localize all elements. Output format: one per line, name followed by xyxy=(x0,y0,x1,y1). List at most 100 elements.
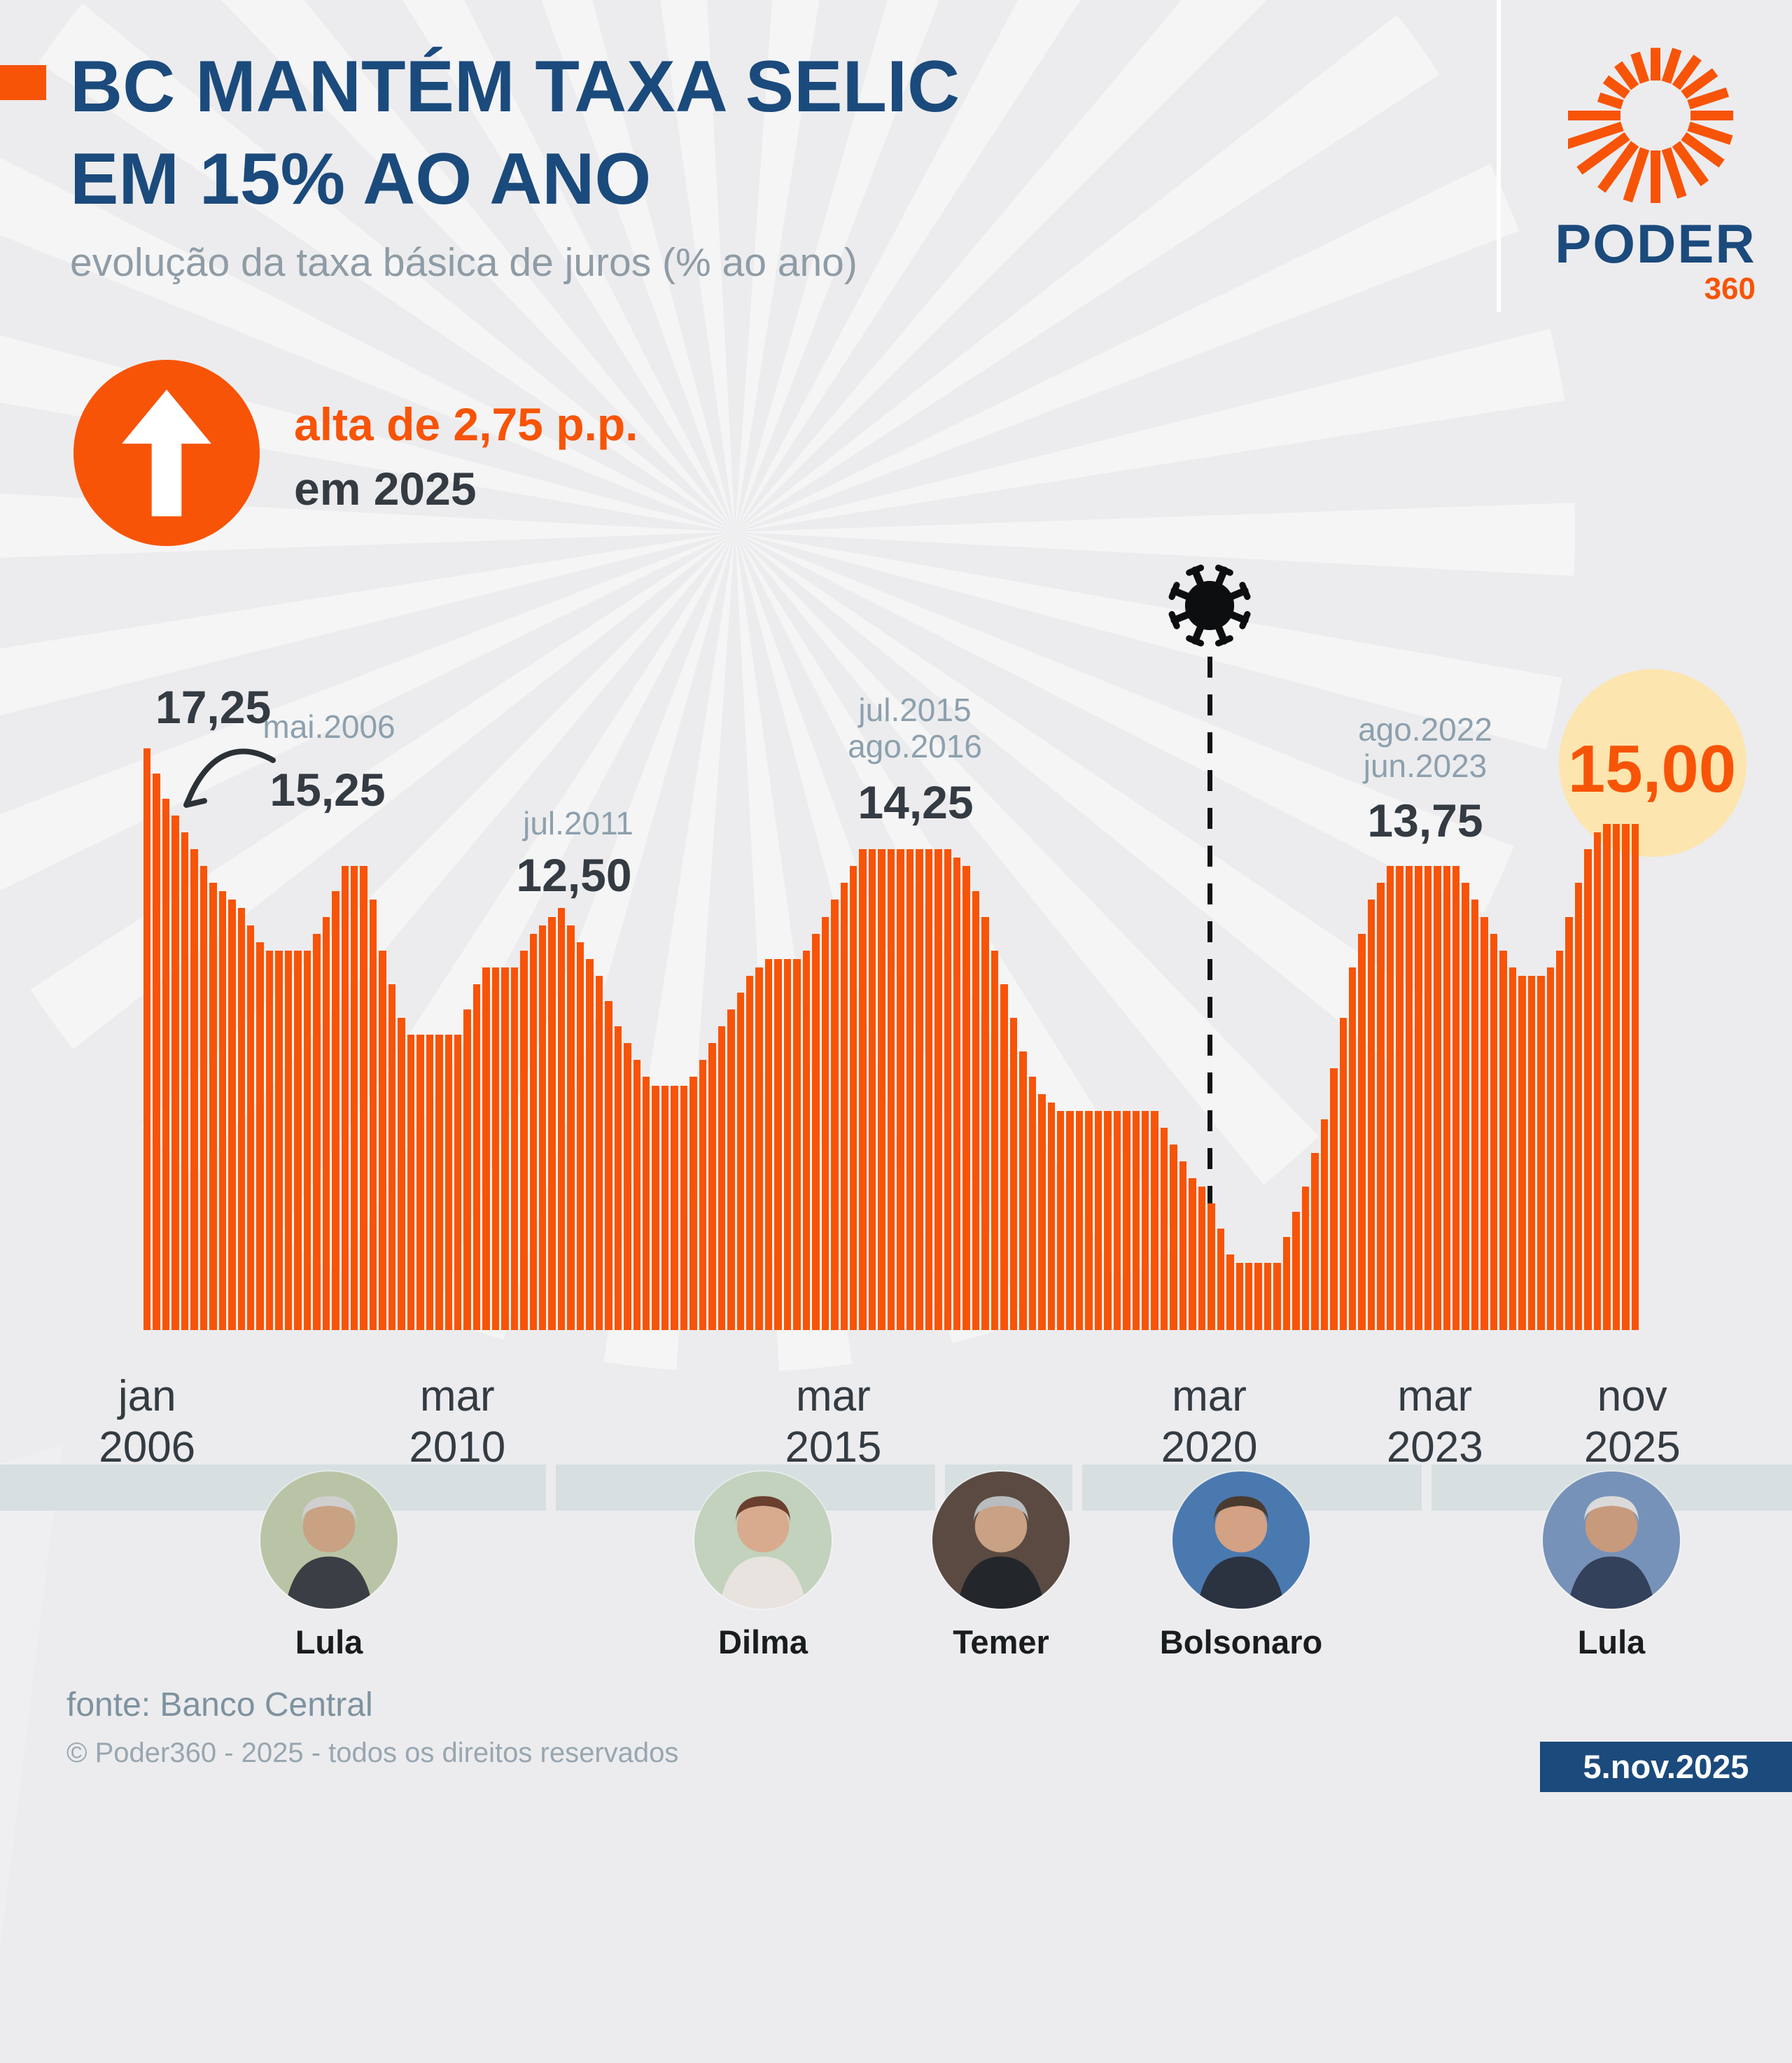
selic-rate-bar xyxy=(690,1077,697,1330)
selic-rate-bar xyxy=(849,866,858,1330)
logo-sub-text: 360 xyxy=(1704,272,1756,306)
selic-rate-bar xyxy=(783,959,792,1330)
selic-rate-bar xyxy=(218,891,227,1330)
logo-brand-text: PODER xyxy=(1555,213,1756,274)
selic-rate-bar xyxy=(256,942,264,1330)
annotation-may2006-value: 15,25 xyxy=(270,764,386,816)
annotation-2015-date-line2: ago.2016 xyxy=(848,728,982,765)
final-value-highlight-circle xyxy=(1559,669,1746,857)
selic-rate-bar xyxy=(388,984,396,1330)
tick-month: mar xyxy=(796,1372,871,1420)
selic-rate-bar xyxy=(1056,1111,1065,1330)
selic-rate-bar xyxy=(774,959,782,1330)
selic-rate-bar xyxy=(1151,1111,1158,1330)
date-badge: 5.nov.2025 xyxy=(1540,1742,1792,1792)
selic-rate-bar xyxy=(398,1018,405,1330)
x-axis-tick-nov-2025: nov 2025 xyxy=(1584,1371,1681,1473)
selic-rate-bar xyxy=(812,934,820,1330)
selic-rate-bar xyxy=(1301,1187,1310,1330)
selic-rate-bar xyxy=(727,1009,735,1330)
selic-rate-bar xyxy=(172,816,179,1330)
page-title-line2: EM 15% AO ANO xyxy=(70,139,652,221)
annotation-2015-value: 14,25 xyxy=(858,776,974,828)
tick-year: 2023 xyxy=(1386,1423,1483,1472)
annotation-jul2011-date: jul.2011 xyxy=(523,805,634,841)
selic-rate-bar xyxy=(228,900,236,1330)
selic-rate-bar xyxy=(1038,1094,1046,1330)
selic-rate-bar xyxy=(1066,1111,1074,1330)
selic-rate-bar xyxy=(463,1009,471,1330)
selic-rate-bar xyxy=(1000,984,1008,1330)
selic-rate-bar xyxy=(633,1060,641,1330)
source-note: fonte: Banco Central xyxy=(66,1686,373,1723)
selic-rate-bar xyxy=(350,866,358,1330)
tick-month: mar xyxy=(419,1372,495,1420)
selic-rate-bar xyxy=(1273,1263,1281,1330)
x-axis-tick-mar-2020: mar 2020 xyxy=(1161,1371,1258,1473)
president-name-temer-2: Temer xyxy=(953,1623,1049,1660)
tick-year: 2006 xyxy=(99,1423,196,1472)
selic-rate-bar xyxy=(1019,1051,1027,1330)
selic-rate-bar xyxy=(802,951,811,1330)
selic-rate-bar xyxy=(1094,1111,1102,1330)
selic-rate-bar xyxy=(1236,1263,1244,1330)
selic-rate-bar xyxy=(520,951,528,1330)
selic-rate-bar xyxy=(1471,900,1479,1330)
selic-rate-bar xyxy=(491,967,500,1330)
selic-rate-bar xyxy=(313,934,321,1330)
selic-rate-bar xyxy=(1622,824,1630,1330)
selic-rate-bar xyxy=(1226,1254,1234,1330)
selic-rate-bar xyxy=(708,1043,716,1330)
selic-rate-bar xyxy=(237,908,245,1330)
selic-rate-bar xyxy=(652,1086,659,1330)
president-photo-bolsonaro-3 xyxy=(1172,1471,1310,1609)
page-subtitle: evolução da taxa básica de juros (% ao a… xyxy=(70,240,858,285)
selic-rate-bar xyxy=(934,849,942,1330)
selic-rate-bar xyxy=(1386,866,1394,1330)
selic-rate-bar xyxy=(595,976,603,1330)
selic-rate-bar xyxy=(1170,1145,1177,1330)
selic-rate-bar xyxy=(1075,1111,1084,1330)
selic-rate-bar xyxy=(605,1001,612,1330)
annotation-2022-value: 13,75 xyxy=(1367,795,1483,846)
president-photo-lula-4 xyxy=(1543,1471,1680,1609)
selic-rate-bar xyxy=(567,925,575,1330)
selic-rate-bar xyxy=(962,866,970,1330)
president-photo-lula-0 xyxy=(260,1471,398,1609)
selic-rate-bar xyxy=(529,934,538,1330)
selic-rate-bar xyxy=(981,917,989,1330)
selic-rate-bar xyxy=(341,866,349,1330)
selic-rate-bar xyxy=(1311,1153,1319,1330)
selic-rate-bar xyxy=(1490,934,1498,1330)
selic-rate-bar xyxy=(1377,883,1385,1330)
selic-rate-bar xyxy=(510,967,519,1330)
annotation-jul2011-value: 12,50 xyxy=(516,849,632,901)
selic-rate-bar xyxy=(1160,1128,1168,1330)
selic-rate-bar xyxy=(162,799,170,1330)
selic-rate-bar xyxy=(821,917,830,1330)
selic-rate-bar xyxy=(360,866,368,1330)
selic-rate-bar xyxy=(906,849,914,1330)
selic-rate-bar xyxy=(1292,1212,1300,1330)
selic-rate-bar xyxy=(1009,1018,1018,1330)
selic-rate-bar xyxy=(1330,1068,1338,1330)
annotation-2022-date-line1: ago.2022 xyxy=(1358,711,1492,748)
president-photo-temer-2 xyxy=(932,1471,1070,1609)
selic-rate-bar xyxy=(200,866,208,1330)
selic-rate-bar xyxy=(1320,1119,1329,1330)
selic-rate-bar xyxy=(878,849,886,1330)
annotation-2015-date: jul.2015 ago.2016 xyxy=(848,692,982,765)
selic-rate-bar xyxy=(859,849,867,1330)
x-axis-tick-jan-2006: jan 2006 xyxy=(99,1371,195,1473)
selic-rate-bar xyxy=(1198,1187,1206,1330)
selic-rate-bar xyxy=(1424,866,1432,1330)
selic-rate-bar xyxy=(643,1077,650,1330)
selic-rate-bar xyxy=(275,951,283,1330)
selic-rate-bar xyxy=(1537,976,1545,1330)
selic-rate-bar xyxy=(332,891,340,1330)
president-name-bolsonaro-3: Bolsonaro xyxy=(1159,1623,1323,1660)
selic-rate-bar xyxy=(1434,866,1441,1330)
selic-rate-bar xyxy=(1527,976,1536,1330)
selic-rate-bar xyxy=(764,959,773,1330)
selic-rate-bar xyxy=(284,951,293,1330)
